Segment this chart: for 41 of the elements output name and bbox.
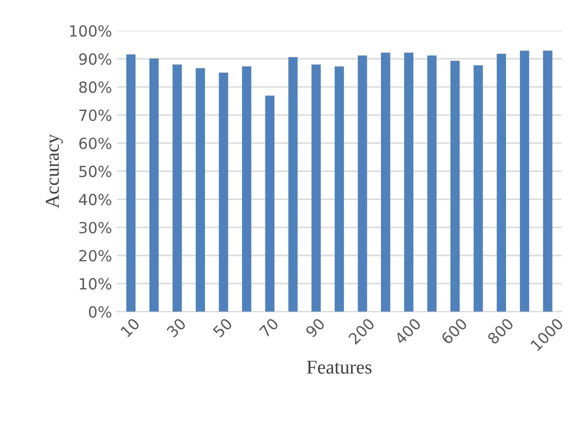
x-tick-label: 800 bbox=[486, 317, 514, 345]
bar bbox=[450, 60, 460, 312]
bar bbox=[242, 66, 252, 312]
bar bbox=[288, 57, 298, 312]
bar bbox=[474, 65, 483, 312]
x-tick-label: 90 bbox=[304, 317, 326, 338]
y-tick-label: 40% bbox=[78, 194, 112, 206]
bar bbox=[126, 54, 136, 312]
bar bbox=[496, 54, 506, 312]
bar bbox=[520, 50, 530, 312]
y-tick-label: 50% bbox=[79, 166, 112, 178]
x-tick-label: 400 bbox=[394, 317, 422, 346]
y-tick-label: 0% bbox=[88, 306, 112, 318]
x-tick-label: 50 bbox=[212, 317, 233, 338]
bar bbox=[380, 52, 390, 312]
bar bbox=[218, 72, 228, 312]
y-tick-label: 10% bbox=[80, 278, 112, 290]
y-tick-label: 90% bbox=[79, 53, 112, 65]
y-tick-label: 60% bbox=[79, 138, 112, 150]
bar bbox=[196, 68, 205, 312]
bar bbox=[265, 96, 274, 312]
bar bbox=[312, 64, 321, 312]
y-tick-label: 30% bbox=[79, 222, 112, 234]
bar bbox=[172, 64, 182, 312]
bar bbox=[358, 55, 368, 312]
bar bbox=[334, 66, 344, 312]
x-tick-label: 600 bbox=[440, 317, 468, 345]
y-tick-label: 70% bbox=[79, 109, 112, 122]
x-axis-title: Features bbox=[306, 360, 372, 374]
y-tick-label: 80% bbox=[79, 81, 112, 93]
bar bbox=[427, 55, 437, 312]
y-tick-label: 20% bbox=[79, 250, 112, 262]
x-tick-label: 70 bbox=[258, 317, 280, 338]
bar bbox=[404, 52, 414, 312]
x-tick-label: 30 bbox=[166, 317, 186, 338]
bar bbox=[149, 58, 159, 312]
bar bbox=[543, 50, 552, 312]
x-tick-label: 200 bbox=[348, 317, 376, 345]
y-axis-title: Accuracy bbox=[46, 134, 63, 208]
x-tick-label: 10 bbox=[120, 317, 140, 338]
y-tick-label: 100% bbox=[70, 25, 112, 37]
